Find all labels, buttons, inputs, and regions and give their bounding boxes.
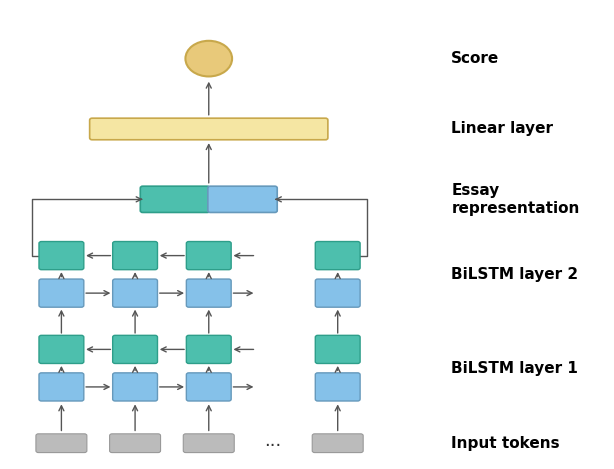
Circle shape (185, 41, 232, 76)
FancyBboxPatch shape (208, 186, 278, 212)
FancyBboxPatch shape (313, 434, 363, 453)
FancyBboxPatch shape (90, 118, 328, 140)
FancyBboxPatch shape (39, 373, 84, 401)
FancyBboxPatch shape (113, 242, 158, 270)
Text: Input tokens: Input tokens (451, 436, 560, 451)
Text: BiLSTM layer 1: BiLSTM layer 1 (451, 361, 578, 376)
Text: Linear layer: Linear layer (451, 121, 553, 136)
FancyBboxPatch shape (316, 335, 360, 363)
FancyBboxPatch shape (36, 434, 87, 453)
FancyBboxPatch shape (187, 373, 231, 401)
FancyBboxPatch shape (187, 279, 231, 307)
FancyBboxPatch shape (316, 242, 360, 270)
Text: Essay
representation: Essay representation (451, 182, 580, 216)
FancyBboxPatch shape (39, 242, 84, 270)
FancyBboxPatch shape (113, 373, 158, 401)
Text: ...: ... (265, 432, 282, 450)
FancyBboxPatch shape (187, 335, 231, 363)
FancyBboxPatch shape (39, 279, 84, 307)
FancyBboxPatch shape (184, 434, 235, 453)
FancyBboxPatch shape (316, 279, 360, 307)
FancyBboxPatch shape (187, 242, 231, 270)
FancyBboxPatch shape (109, 434, 160, 453)
FancyBboxPatch shape (39, 335, 84, 363)
Text: Score: Score (451, 51, 500, 66)
Text: BiLSTM layer 2: BiLSTM layer 2 (451, 267, 578, 282)
FancyBboxPatch shape (113, 335, 158, 363)
FancyBboxPatch shape (316, 373, 360, 401)
FancyBboxPatch shape (140, 186, 209, 212)
FancyBboxPatch shape (113, 279, 158, 307)
